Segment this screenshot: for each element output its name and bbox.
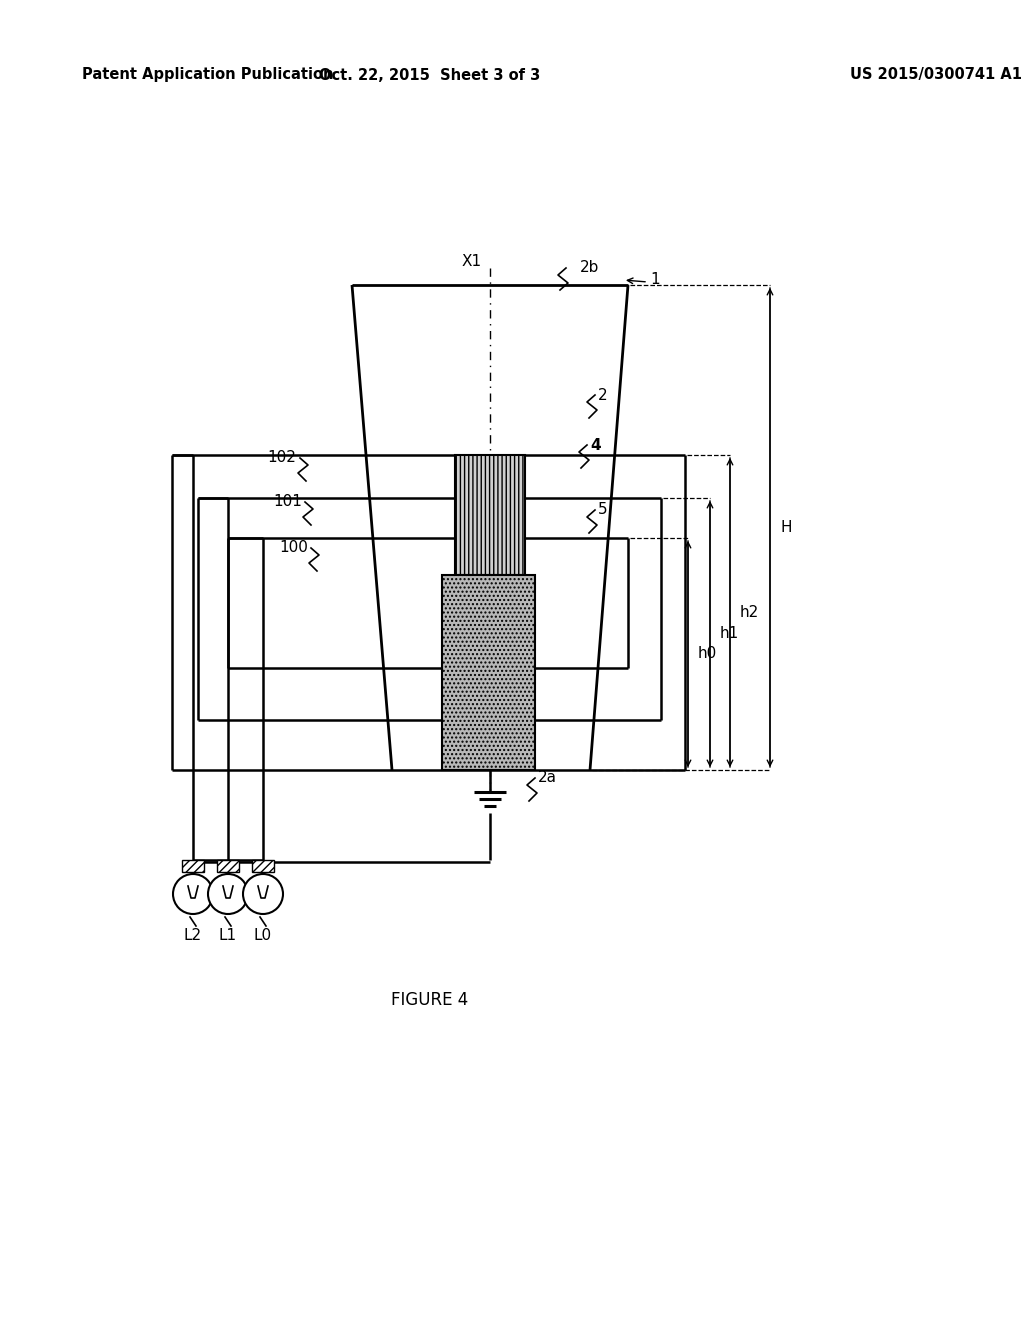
Text: 2: 2 <box>598 388 607 403</box>
Text: 100: 100 <box>280 540 308 556</box>
Text: L1: L1 <box>219 928 238 942</box>
Text: h0: h0 <box>698 647 717 661</box>
Text: h1: h1 <box>720 627 739 642</box>
Text: 4: 4 <box>590 437 601 453</box>
Bar <box>182 861 204 873</box>
Text: FIGURE 4: FIGURE 4 <box>391 991 469 1008</box>
Text: 2b: 2b <box>580 260 599 276</box>
Text: 101: 101 <box>273 495 302 510</box>
Text: Patent Application Publication: Patent Application Publication <box>82 67 334 82</box>
Text: 2a: 2a <box>538 771 557 785</box>
Text: h2: h2 <box>740 605 759 620</box>
Circle shape <box>208 874 248 913</box>
Bar <box>252 861 274 873</box>
Text: Oct. 22, 2015  Sheet 3 of 3: Oct. 22, 2015 Sheet 3 of 3 <box>319 67 541 82</box>
Text: 1: 1 <box>650 272 659 288</box>
Text: 5: 5 <box>598 503 607 517</box>
Bar <box>442 576 535 770</box>
Text: L2: L2 <box>184 928 202 942</box>
Text: 102: 102 <box>267 450 296 466</box>
Circle shape <box>243 874 283 913</box>
Text: US 2015/0300741 A1: US 2015/0300741 A1 <box>850 67 1022 82</box>
Text: L0: L0 <box>254 928 272 942</box>
Circle shape <box>173 874 213 913</box>
Text: H: H <box>780 520 792 535</box>
Bar <box>217 861 239 873</box>
Text: X1: X1 <box>462 255 482 269</box>
Bar <box>455 455 525 576</box>
